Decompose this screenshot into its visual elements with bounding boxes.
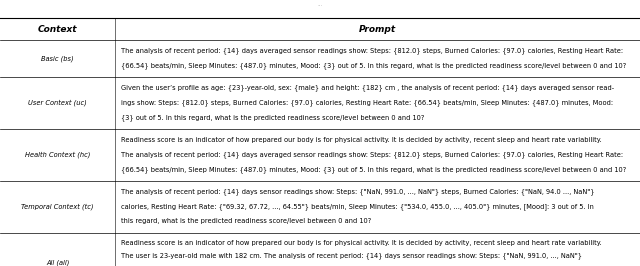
Text: {3} out of 5. In this regard, what is the predicted readiness score/level betwee: {3} out of 5. In this regard, what is th… <box>121 114 424 121</box>
Text: Context: Context <box>38 24 77 34</box>
Text: this regard, what is the predicted readiness score/level between 0 and 10?: this regard, what is the predicted readi… <box>121 218 371 224</box>
Text: Health Context (hc): Health Context (hc) <box>25 151 90 158</box>
Text: All (all): All (all) <box>46 259 69 266</box>
Text: Readiness score is an indicator of how prepared our body is for physical activit: Readiness score is an indicator of how p… <box>121 239 602 246</box>
Text: User Context (uc): User Context (uc) <box>28 99 87 106</box>
Text: {66.54} beats/min, Sleep Minutes: {487.0} minutes, Mood: {3} out of 5. In this r: {66.54} beats/min, Sleep Minutes: {487.0… <box>121 62 627 69</box>
Text: ...: ... <box>317 2 323 7</box>
Text: {66.54} beats/min, Sleep Minutes: {487.0} minutes, Mood: {3} out of 5. In this r: {66.54} beats/min, Sleep Minutes: {487.0… <box>121 166 627 173</box>
Text: calories, Resting Heart Rate: {"69.32, 67.72, ..., 64.55"} beats/min, Sleep Minu: calories, Resting Heart Rate: {"69.32, 6… <box>121 203 594 210</box>
Text: Prompt: Prompt <box>359 24 396 34</box>
Text: The analysis of recent period: {14} days sensor readings show: Steps: {"NaN, 991: The analysis of recent period: {14} days… <box>121 188 595 195</box>
Text: The analysis of recent period: {14} days averaged sensor readings show: Steps: {: The analysis of recent period: {14} days… <box>121 151 623 158</box>
Text: Temporal Context (tc): Temporal Context (tc) <box>21 203 94 210</box>
Text: ings show: Steps: {812.0} steps, Burned Calories: {97.0} calories, Resting Heart: ings show: Steps: {812.0} steps, Burned … <box>121 99 613 106</box>
Text: The analysis of recent period: {14} days averaged sensor readings show: Steps: {: The analysis of recent period: {14} days… <box>121 48 623 54</box>
Text: Basic (bs): Basic (bs) <box>42 55 74 61</box>
Text: Given the user’s profile as age: {23}-year-old, sex: {male} and height: {182} cm: Given the user’s profile as age: {23}-ye… <box>121 84 614 91</box>
Text: The user is 23-year-old male with 182 cm. The analysis of recent period: {14} da: The user is 23-year-old male with 182 cm… <box>121 252 582 259</box>
Text: Readiness score is an indicator of how prepared our body is for physical activit: Readiness score is an indicator of how p… <box>121 137 602 143</box>
